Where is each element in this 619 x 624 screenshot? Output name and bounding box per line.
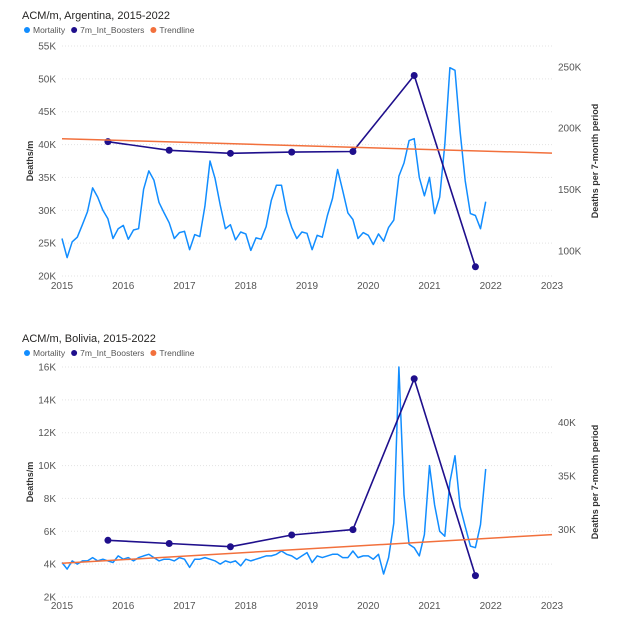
y-tick-label: 2K	[44, 593, 57, 604]
x-tick-label: 2021	[418, 281, 441, 292]
data-point[interactable]	[471, 572, 479, 580]
y2-tick-label: 35K	[558, 472, 576, 483]
series-trendline	[61, 137, 553, 154]
y2-tick-label: 150K	[558, 185, 582, 196]
data-point[interactable]	[165, 146, 173, 154]
x-tick-label: 2017	[173, 601, 196, 612]
x-tick-label: 2021	[418, 601, 441, 612]
y2-tick-label: 100K	[558, 246, 582, 257]
x-tick-label: 2019	[296, 601, 319, 612]
data-point[interactable]	[288, 148, 296, 156]
data-point[interactable]	[471, 263, 479, 271]
x-tick-label: 2018	[235, 281, 258, 292]
y-tick-label: 14K	[38, 395, 56, 406]
x-tick-label: 2022	[480, 281, 503, 292]
chart-title: ACM/m, Argentina, 2015-2022	[22, 10, 170, 22]
y-tick-label: 4K	[44, 560, 57, 571]
x-tick-label: 2016	[112, 601, 135, 612]
series-line[interactable]	[61, 366, 487, 575]
legend-label: 7m_Int_Boosters	[80, 348, 144, 358]
x-tick-label: 2015	[51, 601, 74, 612]
y-tick-label: 20K	[38, 272, 56, 283]
y-tick-label: 55K	[38, 42, 56, 53]
y-tick-label: 25K	[38, 239, 56, 250]
x-tick-label: 2018	[235, 601, 258, 612]
x-tick-label: 2020	[357, 281, 380, 292]
legend-marker	[71, 27, 78, 33]
x-tick-label: 2022	[480, 601, 503, 612]
series-trendline	[61, 533, 553, 565]
data-point[interactable]	[226, 543, 234, 551]
y-tick-label: 40K	[38, 140, 56, 151]
y2-axis-title: Deaths per 7-month period	[590, 425, 600, 540]
legend-label: Mortality	[33, 25, 66, 35]
y2-axis-title: Deaths per 7-month period	[590, 104, 600, 219]
data-point[interactable]	[104, 536, 112, 544]
chart-2: ACM/m, Bolivia, 2015-2022 Mortality 7m_Int…	[22, 333, 600, 612]
x-tick-label: 2023	[541, 601, 564, 612]
series-7m-int-boosters	[104, 71, 479, 271]
legend-marker	[24, 27, 30, 33]
legend-item-7m-int-boosters[interactable]: 7m_Int_Boosters	[71, 25, 144, 35]
x-tick-label: 2015	[51, 281, 74, 292]
data-point[interactable]	[226, 149, 234, 157]
legend-item-7m-int-boosters[interactable]: 7m_Int_Boosters	[71, 348, 144, 358]
series-line[interactable]	[107, 377, 477, 576]
data-point[interactable]	[349, 147, 357, 155]
legend-item-trendline[interactable]: Trendline	[150, 25, 195, 35]
data-point[interactable]	[288, 531, 296, 539]
y-tick-label: 30K	[38, 206, 56, 217]
series-line[interactable]	[61, 66, 487, 259]
y2-tick-label: 40K	[558, 418, 576, 429]
y-axis-title: Deaths/m	[25, 141, 35, 182]
y-tick-label: 6K	[44, 527, 57, 538]
legend-item-mortality[interactable]: Mortality	[24, 348, 66, 358]
y2-tick-label: 250K	[558, 62, 582, 73]
y-tick-label: 50K	[38, 74, 56, 85]
x-tick-label: 2020	[357, 601, 380, 612]
legend-label: Mortality	[33, 348, 66, 358]
data-point[interactable]	[410, 375, 418, 383]
legend-item-trendline[interactable]: Trendline	[150, 348, 195, 358]
chart-1: ACM/m, Argentina, 2015-2022 Mortality 7m_I…	[22, 10, 600, 292]
y2-tick-label: 30K	[558, 525, 576, 536]
y2-tick-label: 200K	[558, 124, 582, 135]
x-tick-label: 2016	[112, 281, 135, 292]
legend-marker	[150, 27, 157, 33]
legend-marker	[71, 350, 78, 356]
legend-marker	[24, 350, 30, 356]
series-mortality	[61, 366, 487, 575]
legend-label: Trendline	[159, 25, 194, 35]
y-tick-label: 16K	[38, 363, 56, 374]
x-tick-label: 2023	[541, 281, 564, 292]
data-point[interactable]	[349, 526, 357, 534]
x-tick-label: 2017	[173, 281, 196, 292]
y-tick-label: 8K	[44, 494, 57, 505]
y-tick-label: 12K	[38, 428, 56, 439]
series-7m-int-boosters	[104, 375, 479, 580]
x-tick-label: 2019	[296, 281, 319, 292]
y-tick-label: 10K	[38, 461, 56, 472]
chart-title: ACM/m, Bolivia, 2015-2022	[22, 333, 156, 345]
legend-label: Trendline	[159, 348, 194, 358]
y-tick-label: 45K	[38, 107, 56, 118]
series-line[interactable]	[61, 533, 553, 565]
legend-item-mortality[interactable]: Mortality	[24, 25, 66, 35]
series-line[interactable]	[61, 137, 553, 154]
series-line[interactable]	[107, 74, 477, 268]
data-point[interactable]	[165, 540, 173, 548]
y-tick-label: 35K	[38, 173, 56, 184]
y-axis-title: Deaths/m	[25, 462, 35, 503]
series-mortality	[61, 66, 487, 259]
legend-label: 7m_Int_Boosters	[80, 25, 144, 35]
data-point[interactable]	[410, 71, 418, 79]
legend-marker	[150, 350, 157, 356]
